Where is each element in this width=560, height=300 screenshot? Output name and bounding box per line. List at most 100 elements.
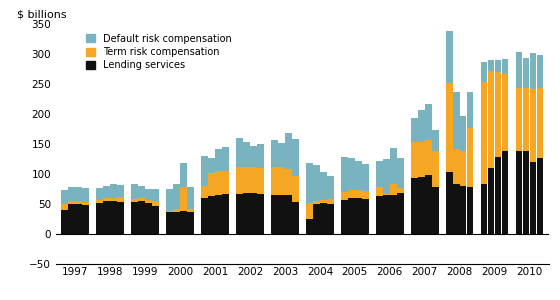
Bar	[390, 184, 396, 234]
Bar	[502, 74, 508, 151]
Bar	[208, 196, 215, 234]
Bar	[341, 157, 348, 192]
Bar	[488, 71, 494, 168]
Bar	[355, 190, 362, 198]
Bar	[397, 193, 404, 234]
Bar	[215, 149, 222, 171]
Bar	[138, 186, 145, 198]
Bar	[96, 188, 103, 200]
Bar	[257, 194, 264, 234]
Bar	[453, 92, 460, 149]
Bar	[481, 184, 487, 234]
Bar	[362, 164, 368, 191]
Bar	[348, 158, 354, 190]
Bar	[62, 210, 68, 234]
Bar	[152, 206, 159, 234]
Bar	[222, 194, 229, 234]
Bar	[68, 187, 75, 201]
Bar	[432, 187, 438, 234]
Bar	[215, 195, 222, 234]
Bar	[145, 189, 152, 200]
Bar	[432, 151, 438, 187]
Bar	[222, 171, 229, 194]
Bar	[250, 167, 257, 193]
Bar	[390, 184, 396, 195]
Bar	[271, 167, 278, 195]
Bar	[278, 195, 284, 234]
Bar	[285, 195, 292, 234]
Bar	[110, 184, 117, 198]
Bar	[516, 88, 522, 151]
Bar	[76, 187, 82, 201]
Bar	[138, 201, 145, 234]
Bar	[236, 167, 243, 194]
Bar	[467, 92, 474, 128]
Bar	[460, 151, 466, 186]
Bar	[460, 116, 466, 151]
Bar	[376, 161, 382, 187]
Bar	[173, 184, 180, 209]
Bar	[166, 189, 173, 211]
Bar	[320, 172, 326, 200]
Bar	[355, 198, 362, 234]
Bar	[313, 201, 320, 204]
Bar	[502, 151, 508, 234]
Bar	[145, 203, 152, 234]
Bar	[327, 204, 334, 234]
Bar	[536, 158, 543, 234]
Bar	[68, 201, 75, 204]
Bar	[250, 193, 257, 234]
Bar	[453, 149, 460, 184]
Bar	[104, 186, 110, 198]
Bar	[411, 178, 418, 234]
Bar	[383, 194, 390, 195]
Bar	[446, 31, 452, 83]
Bar	[285, 169, 292, 195]
Bar	[320, 203, 326, 234]
Bar	[516, 151, 522, 234]
Bar	[201, 198, 208, 234]
Bar	[271, 195, 278, 234]
Bar	[187, 212, 194, 234]
Bar	[362, 191, 368, 199]
Bar	[432, 130, 438, 151]
Bar	[536, 55, 543, 88]
Bar	[362, 199, 368, 234]
Bar	[306, 163, 312, 203]
Bar	[348, 190, 354, 198]
Legend: Default risk compensation, Term risk compensation, Lending services: Default risk compensation, Term risk com…	[86, 34, 232, 70]
Bar	[418, 142, 424, 177]
Bar	[327, 176, 334, 199]
Bar	[446, 83, 452, 172]
Bar	[425, 140, 432, 175]
Bar	[180, 187, 187, 211]
Bar	[208, 173, 215, 196]
Bar	[145, 200, 152, 203]
Bar	[292, 202, 298, 234]
Bar	[460, 186, 466, 234]
Bar	[411, 118, 418, 142]
Bar	[292, 176, 298, 202]
Bar	[187, 209, 194, 212]
Bar	[278, 143, 284, 167]
Bar	[397, 188, 404, 193]
Bar	[530, 53, 536, 89]
Bar	[118, 185, 124, 197]
Bar	[208, 158, 215, 173]
Bar	[104, 201, 110, 234]
Bar	[62, 204, 68, 210]
Bar	[271, 140, 278, 167]
Bar	[166, 211, 173, 212]
Bar	[481, 82, 487, 184]
Bar	[201, 156, 208, 186]
Bar	[82, 188, 89, 202]
Bar	[495, 72, 501, 157]
Bar	[110, 198, 117, 201]
Bar	[355, 161, 362, 190]
Bar	[257, 144, 264, 168]
Bar	[488, 168, 494, 234]
Bar	[327, 199, 334, 204]
Bar	[390, 148, 396, 184]
Bar	[152, 201, 159, 206]
Bar	[411, 142, 418, 178]
